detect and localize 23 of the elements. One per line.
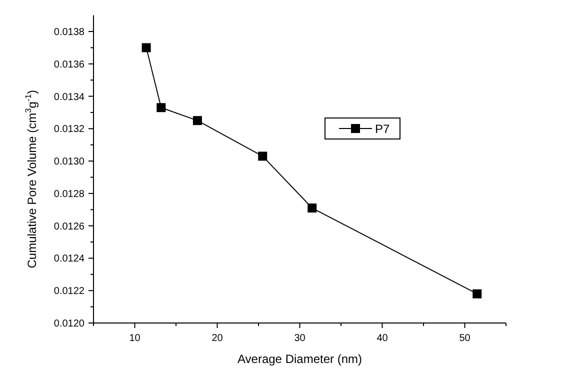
x-tick-label: 40 (376, 333, 388, 344)
point (192, 116, 202, 126)
y-tick-label: 0.0124 (54, 254, 85, 265)
y-tick-label: 0.0120 (54, 318, 85, 330)
y-tick-label: 0.0122 (54, 286, 85, 298)
x-tick-label: 30 (294, 333, 306, 344)
x-tick-label: 50 (459, 333, 471, 344)
x-axis-title: Average Diameter (nm) (238, 352, 362, 366)
y-tick-label: 0.0138 (54, 26, 85, 38)
y-tick-label: 0.0134 (54, 92, 85, 103)
y-tick-label: 0.0126 (54, 221, 85, 232)
point (156, 103, 166, 112)
y-tick-label: 0.0128 (54, 188, 85, 200)
point (142, 43, 151, 52)
legend-label: P7 (375, 122, 390, 136)
x-tick-label: 20 (212, 333, 224, 344)
point (258, 152, 268, 161)
x-tick-label: 10 (129, 333, 141, 344)
point (308, 204, 317, 213)
y-tick-label: 0.0132 (54, 124, 85, 136)
point (472, 289, 482, 298)
y-tick-label: 0.0130 (54, 156, 85, 168)
y-tick-label: 0.0136 (54, 59, 85, 70)
